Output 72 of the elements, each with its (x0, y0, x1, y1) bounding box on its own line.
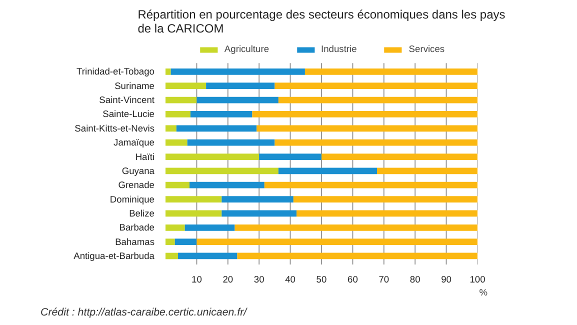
bar (252, 111, 478, 118)
bar (174, 238, 197, 246)
y-tick-label: Dominique (110, 194, 155, 204)
x-tick-label: 10 (192, 274, 202, 284)
x-tick-label: 80 (410, 274, 420, 284)
x-tick-label: 20 (222, 274, 234, 284)
bar (296, 210, 478, 217)
bar (166, 224, 185, 231)
bar (234, 224, 478, 231)
bar (166, 252, 178, 260)
bar (293, 196, 478, 202)
y-tick-label: Belize (129, 208, 155, 218)
bar (259, 154, 322, 160)
y-tick-label: Grenade (118, 180, 155, 190)
bar (264, 182, 478, 188)
text: Crédit : http://atlas-caraibe.certic.unicaen.fr/ (40, 306, 248, 318)
bar (166, 238, 175, 246)
x-tick-label: 50 (316, 274, 327, 284)
bar (166, 168, 278, 174)
bar (170, 68, 305, 75)
y-tick-label: Suriname (114, 80, 155, 91)
y-tick-label: Bahamas (115, 236, 155, 247)
bar (196, 238, 478, 246)
bar (222, 210, 297, 217)
bar (166, 182, 190, 188)
bar (222, 196, 294, 202)
bar (176, 125, 257, 132)
bar (274, 139, 478, 146)
bar (166, 82, 206, 90)
legend-label: Agriculture (224, 44, 270, 54)
x-tick-label: 100 (470, 274, 486, 284)
y-tick-label: Haïti (135, 152, 155, 162)
y-tick-label: Saint-Vincent (99, 95, 155, 106)
bar (237, 252, 478, 260)
y-tick-label: Guyana (122, 166, 156, 176)
bar (206, 82, 275, 90)
bar (274, 82, 478, 90)
bar (166, 111, 190, 118)
bar (178, 252, 238, 260)
chart-title: Répartition en pourcentage des secteurs économiques dans les pays de la CARICOM (138, 8, 506, 36)
y-tick-label: Sainte-Lucie (102, 109, 155, 120)
y-tick-label: Trinidad-et-Tobago (76, 66, 155, 77)
y-tick-label: Saint-Kitts-et-Nevis (74, 123, 155, 134)
bar (166, 196, 222, 202)
bar (184, 224, 235, 231)
bar (187, 139, 275, 146)
bar (256, 125, 478, 132)
x-tick-label: 90 (441, 274, 452, 284)
x-tick-label: 40 (285, 274, 296, 284)
bar (196, 96, 278, 104)
bar (278, 168, 378, 174)
x-tick-label: 70 (378, 274, 390, 284)
y-tick-label: Antigua-et-Barbuda (74, 250, 156, 261)
bar (166, 139, 188, 146)
bar (166, 96, 197, 104)
x-axis-title: % (479, 288, 488, 298)
bar (304, 68, 478, 75)
bar (166, 154, 260, 160)
x-tick-label: 60 (348, 274, 358, 284)
bar (166, 210, 222, 217)
bar (377, 168, 478, 174)
y-tick-label: Jamaïque (114, 138, 155, 148)
x-tick-label: 30 (254, 274, 264, 284)
bar (166, 68, 171, 75)
bar (166, 125, 176, 132)
bar (278, 96, 478, 104)
legend-label: Services (408, 44, 445, 54)
bar (322, 154, 478, 160)
bar (190, 182, 264, 188)
legend-label: Industrie (321, 44, 357, 54)
y-tick-label: Barbade (119, 222, 155, 233)
bar (190, 111, 252, 118)
